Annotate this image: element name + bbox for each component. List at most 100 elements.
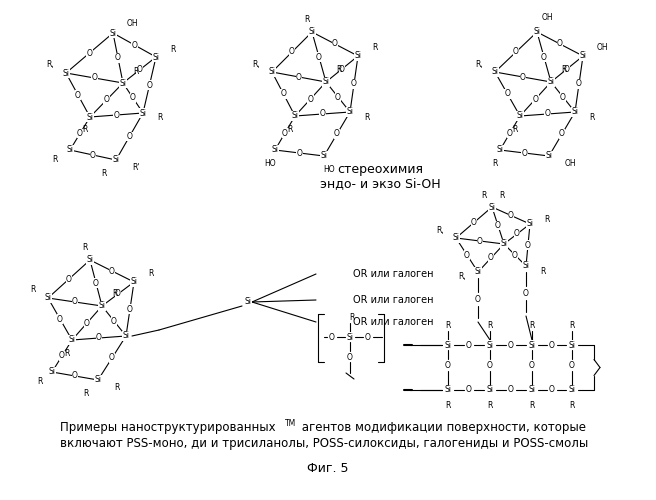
Text: O: O <box>507 128 513 138</box>
Text: Si: Si <box>272 146 279 154</box>
Text: O: O <box>569 360 575 370</box>
Text: R: R <box>569 402 575 410</box>
Text: Si: Si <box>68 336 75 344</box>
Text: R: R <box>37 378 43 386</box>
Text: O: O <box>109 266 115 276</box>
Text: Si: Si <box>131 278 138 286</box>
Text: Si: Si <box>94 376 102 384</box>
Text: O: O <box>508 340 514 349</box>
Text: R: R <box>170 44 175 54</box>
Text: O: O <box>146 80 152 90</box>
Text: Si: Si <box>487 386 493 394</box>
Text: Si: Si <box>62 68 70 78</box>
Text: R: R <box>148 270 154 278</box>
Text: Si: Si <box>569 340 575 349</box>
Text: O: O <box>104 96 110 104</box>
Text: O: O <box>90 150 96 160</box>
Text: TM: TM <box>285 418 297 428</box>
Text: Si: Si <box>119 78 127 88</box>
Text: R': R' <box>132 164 140 172</box>
Text: O: O <box>557 40 563 48</box>
Text: Si: Si <box>491 68 499 76</box>
Text: R: R <box>349 312 355 322</box>
Text: R: R <box>304 14 310 24</box>
Text: O: O <box>514 230 520 238</box>
Text: O: O <box>308 94 314 104</box>
Text: O: O <box>512 250 518 260</box>
Text: стереохимия: стереохимия <box>337 164 423 176</box>
Text: O: O <box>72 372 78 380</box>
Text: Si: Si <box>354 52 361 60</box>
Text: R: R <box>487 402 493 410</box>
Text: O: O <box>329 332 335 342</box>
Text: O: O <box>504 90 510 98</box>
Text: R: R <box>499 190 504 200</box>
Text: Si: Si <box>346 332 354 342</box>
Text: Si: Si <box>516 112 523 120</box>
Text: O: O <box>529 360 535 370</box>
Text: Si: Si <box>522 262 529 270</box>
Text: Si: Si <box>291 112 298 120</box>
Text: R: R <box>561 66 566 74</box>
Text: O: O <box>365 332 371 342</box>
Text: Si: Si <box>323 78 329 86</box>
Text: O: O <box>84 318 90 328</box>
Text: R: R <box>336 66 341 74</box>
Text: OH: OH <box>597 44 609 52</box>
Text: Si: Si <box>529 386 535 394</box>
Text: O: O <box>466 340 472 349</box>
Text: R,: R, <box>475 60 483 68</box>
Text: Примеры наноструктурированных: Примеры наноструктурированных <box>60 422 276 434</box>
Text: Si: Si <box>497 146 504 154</box>
Text: R: R <box>529 322 535 330</box>
Text: Si: Si <box>268 68 276 76</box>
Text: R: R <box>372 44 377 52</box>
Text: Si: Si <box>98 302 106 310</box>
Text: R: R <box>487 322 493 330</box>
Text: O: O <box>560 92 566 102</box>
Text: Si: Si <box>527 220 533 228</box>
Text: O: O <box>87 48 92 58</box>
Text: R: R <box>82 244 88 252</box>
Text: O: O <box>111 316 117 326</box>
Text: O: O <box>93 278 99 287</box>
Text: R: R <box>52 156 58 164</box>
Text: Si: Si <box>110 28 117 38</box>
Text: O: O <box>77 129 83 138</box>
Text: включают PSS-моно, ди и трисиланолы, POSS-силоксиды, галогениды и POSS-смолы: включают PSS-моно, ди и трисиланолы, POS… <box>60 436 588 450</box>
Text: Si: Si <box>308 28 316 36</box>
Text: R,: R, <box>436 226 444 234</box>
Text: Si: Si <box>546 152 552 160</box>
Text: Si: Si <box>346 108 354 116</box>
Text: O: O <box>332 40 338 48</box>
Text: Si: Si <box>87 112 94 122</box>
Text: O: O <box>351 80 357 88</box>
Text: O: O <box>477 236 483 246</box>
Text: O: O <box>296 72 302 82</box>
Text: R: R <box>64 348 70 358</box>
Text: O: O <box>96 334 102 342</box>
Text: O: O <box>533 94 539 104</box>
Text: O: O <box>335 92 341 102</box>
Text: Фиг. 5: Фиг. 5 <box>307 462 349 474</box>
Text: R,: R, <box>253 60 260 68</box>
Text: R: R <box>482 190 487 200</box>
Text: агентов модификации поверхности, которые: агентов модификации поверхности, которые <box>298 422 586 434</box>
Text: O: O <box>334 130 340 138</box>
Text: Si: Si <box>533 28 541 36</box>
Text: O: O <box>319 110 325 118</box>
Text: R: R <box>114 384 119 392</box>
Text: Si: Si <box>453 234 459 242</box>
Text: O: O <box>544 110 550 118</box>
Text: O: O <box>495 221 501 230</box>
Text: O: O <box>289 48 295 56</box>
Text: O: O <box>75 90 81 100</box>
Text: Si: Si <box>548 78 554 86</box>
Text: O: O <box>316 52 322 62</box>
Text: O: O <box>541 52 547 62</box>
Text: R: R <box>287 124 293 134</box>
Text: O: O <box>72 298 78 306</box>
Text: R: R <box>512 124 518 134</box>
Text: R: R <box>529 402 535 410</box>
Text: R: R <box>544 214 549 224</box>
